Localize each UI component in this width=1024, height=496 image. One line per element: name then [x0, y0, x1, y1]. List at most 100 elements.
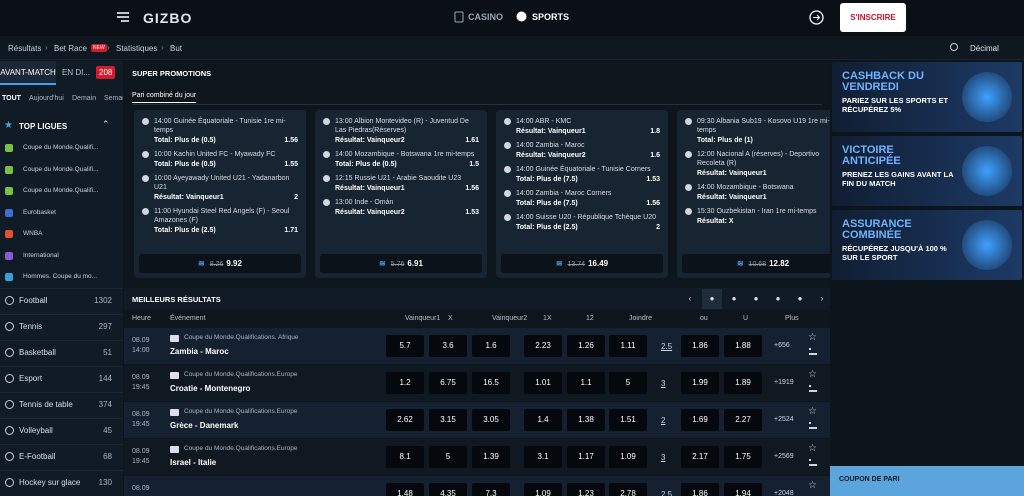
results-nav[interactable]: ● — [797, 294, 803, 303]
odd-button[interactable]: 1.89 — [724, 372, 762, 394]
odd-button[interactable]: 5.7 — [386, 335, 424, 357]
odd-button[interactable]: 3.1 — [524, 446, 562, 468]
odd-button[interactable]: 5 — [429, 446, 467, 468]
filter[interactable]: Demain — [72, 95, 97, 102]
odd-button[interactable]: 2.23 — [524, 335, 562, 357]
combo-card[interactable]: 14:00 Guinée Équatoriale - Tunisie 1re m… — [134, 110, 306, 278]
league[interactable]: Coupe du Monde.Qualifi... — [23, 187, 99, 194]
odd-button[interactable]: 1.01 — [524, 372, 562, 394]
logo[interactable]: GIZBO — [143, 10, 193, 26]
odd-button[interactable]: 1.86 — [681, 483, 719, 496]
results-nav[interactable]: ● — [731, 294, 737, 303]
odd-button[interactable]: 1.1 — [567, 372, 605, 394]
odd-button[interactable]: 2.27 — [724, 409, 762, 431]
stats-icon[interactable] — [809, 348, 817, 355]
odd-button[interactable]: 1.39 — [472, 446, 510, 468]
odd-button[interactable]: 2.78 — [609, 483, 647, 496]
odd-button[interactable]: 16.5 — [472, 372, 510, 394]
odd-button[interactable]: 1.94 — [724, 483, 762, 496]
results-nav[interactable]: ‹ — [688, 294, 692, 303]
odd-button[interactable]: 1.4 — [524, 409, 562, 431]
favorite-icon[interactable]: ☆ — [808, 332, 817, 343]
league[interactable]: International — [23, 251, 59, 259]
more-markets[interactable]: +2524 — [774, 416, 794, 423]
league[interactable]: WNBA — [23, 230, 43, 237]
more-markets[interactable]: +1919 — [774, 379, 794, 386]
odd-button[interactable]: 3.05 — [472, 409, 510, 431]
breadcrumb[interactable]: Statistiques — [116, 44, 158, 53]
favorite-icon[interactable]: ☆ — [808, 406, 817, 417]
sport-row[interactable] — [0, 366, 123, 391]
odd-button[interactable]: 4.35 — [429, 483, 467, 496]
more-markets[interactable]: +2048 — [774, 490, 794, 496]
more-markets[interactable]: +656 — [774, 342, 790, 349]
stats-icon[interactable] — [809, 422, 817, 429]
sport-row[interactable] — [0, 444, 123, 469]
league[interactable]: Eurobasket — [23, 208, 56, 216]
menu-icon[interactable] — [117, 12, 129, 22]
search-icon[interactable] — [950, 43, 958, 51]
more-markets[interactable]: +2569 — [774, 453, 794, 460]
sport-row[interactable] — [0, 340, 123, 365]
odd-button[interactable]: 5 — [609, 372, 647, 394]
odd-button[interactable]: 1.6 — [472, 335, 510, 357]
tab-active[interactable]: AVANT-MATCH — [0, 61, 56, 85]
odd-button[interactable]: 2.17 — [681, 446, 719, 468]
combo-card[interactable]: 09:30 Albania Sub19 - Kosovo U19 1re mi-… — [677, 110, 830, 278]
odd-button[interactable]: 1.38 — [567, 409, 605, 431]
tab[interactable]: EN DI... — [62, 68, 91, 77]
results-nav[interactable]: ● — [753, 294, 759, 303]
sport-row[interactable] — [0, 288, 123, 313]
odd-button[interactable]: 3.6 — [429, 335, 467, 357]
promo-banner[interactable]: VICTOIRE ANTICIPÉE PRENEZ LES GAINS AVANT… — [832, 136, 1022, 206]
odd-button[interactable]: 3.15 — [429, 409, 467, 431]
nav-casino[interactable]: CASINO — [468, 12, 504, 22]
odd-button[interactable]: 8.1 — [386, 446, 424, 468]
odd-button[interactable]: 6.75 — [429, 372, 467, 394]
sport-row[interactable] — [0, 418, 123, 443]
league[interactable]: Coupe du Monde.Qualifi... — [23, 144, 99, 151]
odd-button[interactable]: 1.51 — [609, 409, 647, 431]
stats-icon[interactable] — [809, 459, 817, 466]
results-nav[interactable]: › — [820, 294, 824, 303]
league[interactable]: Hommes. Coupe du mo... — [23, 273, 98, 280]
sport-row[interactable] — [0, 314, 123, 339]
league[interactable]: Coupe du Monde.Qualifi... — [23, 165, 99, 173]
results-nav[interactable]: ● — [775, 294, 781, 303]
login-icon[interactable] — [809, 10, 824, 25]
odd-button[interactable]: 1.48 — [386, 483, 424, 496]
breadcrumb[interactable]: But — [170, 44, 183, 53]
odd-button[interactable]: 1.88 — [724, 335, 762, 357]
filter[interactable]: TOUT — [2, 95, 21, 102]
combo-card[interactable]: 14:00 ABR - KMC Résultat: Vainqueur1 1.8 14… — [496, 110, 668, 278]
odd-button[interactable]: 1.09 — [524, 483, 562, 496]
sport-row[interactable] — [0, 470, 123, 495]
promo-banner[interactable]: ASSURANCE COMBINÉE RÉCUPÉREZ JUSQU'À 100 … — [832, 210, 1022, 280]
odd-button[interactable]: 1.17 — [567, 446, 605, 468]
stats-icon[interactable] — [809, 385, 817, 392]
odd-button[interactable]: 1.26 — [567, 335, 605, 357]
odd-button[interactable]: 1.11 — [609, 335, 647, 357]
favorite-icon[interactable]: ☆ — [808, 369, 817, 380]
odds-format[interactable]: Décimal — [970, 44, 999, 53]
combo-card[interactable]: 13:00 Albion Montevideo (R) - Juventud D… — [315, 110, 487, 278]
promo-subtitle[interactable]: Pari combiné du jour — [132, 92, 197, 103]
odd-button[interactable]: 1.99 — [681, 372, 719, 394]
odd-button[interactable]: 1.23 — [567, 483, 605, 496]
favorite-icon[interactable]: ☆ — [808, 443, 817, 454]
sport-row[interactable] — [0, 392, 123, 417]
odd-button[interactable]: 1.09 — [609, 446, 647, 468]
filter[interactable]: Semaine — [104, 95, 123, 102]
odd-button[interactable]: 2.62 — [386, 409, 424, 431]
odd-button[interactable]: 7.3 — [472, 483, 510, 496]
odd-button[interactable]: 1.2 — [386, 372, 424, 394]
promo-banner[interactable]: CASHBACK DU VENDREDI PARIEZ SUR LES SPORT… — [832, 62, 1022, 132]
nav-sports[interactable]: SPORTS — [532, 12, 570, 22]
collapse-icon[interactable]: ⌃ — [102, 119, 110, 129]
favorite-icon[interactable]: ☆ — [808, 480, 817, 491]
bet-slip[interactable]: COUPON DE PARI — [830, 466, 1024, 496]
odd-button[interactable]: 1.69 — [681, 409, 719, 431]
odd-button[interactable]: 1.75 — [724, 446, 762, 468]
breadcrumb[interactable]: Résultats — [8, 44, 42, 53]
breadcrumb[interactable]: Bet Race — [54, 44, 87, 53]
